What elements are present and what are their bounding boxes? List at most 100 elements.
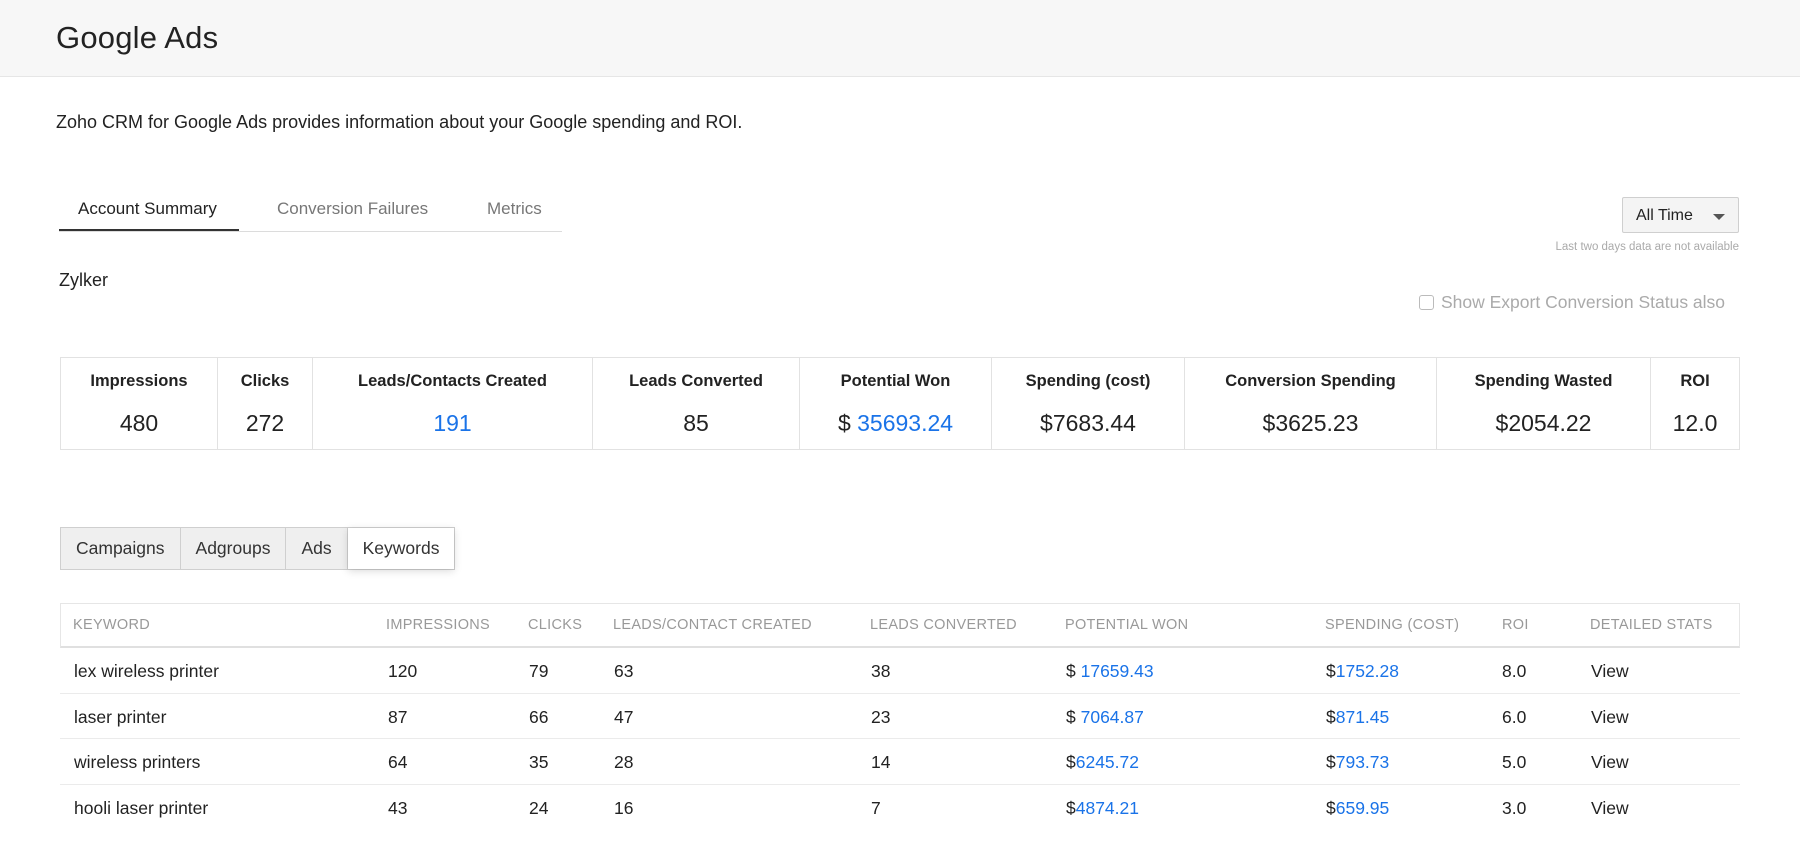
cell-spending: $793.73 [1326,752,1389,773]
currency-symbol: $ [1066,661,1081,681]
cell-spending: $871.45 [1326,707,1389,728]
potential-won-link[interactable]: 17659.43 [1080,661,1154,681]
cell-roi: 6.0 [1502,706,1527,727]
currency-symbol: $ [1066,797,1076,818]
spending-link[interactable]: 871.45 [1335,706,1390,727]
chevron-down-icon [1713,214,1725,220]
potential-won-link[interactable]: 35693.24 [857,410,954,436]
stat-label: Leads/Contacts Created [358,372,547,390]
stat-roi: ROI 12.0 [1651,358,1739,449]
app-header: Google Ads [0,0,1800,77]
stat-value: 480 [119,410,159,436]
cell-roi: 5.0 [1502,752,1527,772]
cell-converted: 23 [871,706,891,727]
stat-label: Conversion Spending [1225,372,1396,390]
column-header-impressions: IMPRESSIONS [386,617,491,633]
currency-symbol: $ [1066,752,1076,772]
cell-keyword: lex wireless printer [74,661,219,681]
cell-impressions: 64 [388,752,408,772]
stat-clicks: Clicks 272 [218,358,313,449]
cell-leads-link[interactable]: 63 [614,661,634,681]
tab-keywords[interactable]: Keywords [347,528,455,569]
column-header-leads-converted: LEADS CONVERTED [870,617,1017,633]
stat-leads-contacts-created: Leads/Contacts Created 191 [313,358,593,449]
cell-potential-won: $6245.72 [1066,752,1139,773]
view-stats-link[interactable]: View [1591,797,1629,818]
cell-clicks: 24 [529,797,549,818]
view-stats-link[interactable]: View [1591,661,1629,681]
cell-impressions: 87 [388,706,408,727]
view-stats-link[interactable]: View [1591,706,1629,727]
cell-potential-won: $ 17659.43 [1066,661,1154,682]
spending-link[interactable]: 793.73 [1335,752,1390,772]
column-header-potential-won: POTENTIAL WON [1065,617,1189,633]
currency-symbol: $ [1066,706,1081,727]
export-conversion-toggle[interactable]: Show Export Conversion Status also [1419,292,1725,313]
cell-clicks: 79 [529,661,549,681]
stat-potential-won: Potential Won $ 35693.24 [800,358,992,449]
cell-roi: 8.0 [1502,661,1527,681]
stat-value: $2054.22 [1495,410,1592,436]
potential-won-link[interactable]: 6245.72 [1075,752,1139,772]
tab-ads[interactable]: Ads [286,528,348,569]
stat-label: Potential Won [840,372,951,390]
cell-roi: 3.0 [1502,797,1527,818]
cell-converted: 14 [871,752,891,772]
stat-label: Clicks [240,372,290,390]
cell-clicks: 35 [529,752,549,772]
stat-value: 85 [683,410,709,436]
tab-account-summary[interactable]: Account Summary [78,199,217,218]
spending-link[interactable]: 659.95 [1335,797,1390,818]
spending-link[interactable]: 1752.28 [1335,661,1399,681]
table-row: lex wireless printer 120 79 63 38 $ 1765… [60,648,1740,694]
cell-leads-link[interactable]: 28 [614,752,634,772]
export-conversion-label: Show Export Conversion Status also [1441,292,1726,312]
time-range-dropdown[interactable]: All Time [1622,197,1739,233]
column-header-spending: SPENDING (COST) [1325,617,1460,633]
cell-clicks: 66 [529,706,549,727]
export-conversion-checkbox[interactable] [1419,295,1434,310]
stat-value: 272 [245,410,285,436]
stat-value: 12.0 [1672,410,1718,436]
active-tab-indicator [59,229,239,231]
cell-spending: $1752.28 [1326,661,1399,682]
cell-leads-link[interactable]: 16 [614,797,634,818]
stat-label: Spending Wasted [1474,372,1613,390]
currency-symbol: $ [1326,752,1336,772]
stat-conversion-spending: Conversion Spending $3625.23 [1185,358,1437,449]
table-row: wireless printers 64 35 28 14 $6245.72 $… [60,739,1740,785]
cell-impressions: 120 [388,661,418,681]
column-header-detailed-stats: DETAILED STATS [1590,617,1713,633]
report-level-tabs: Campaigns Adgroups Ads Keywords [60,527,456,570]
stat-leads-converted: Leads Converted 85 [593,358,800,449]
potential-won-link[interactable]: 7064.87 [1080,706,1144,727]
tab-adgroups[interactable]: Adgroups [180,528,287,569]
cell-converted: 7 [871,797,881,818]
view-stats-link[interactable]: View [1591,752,1629,772]
tab-metrics[interactable]: Metrics [487,199,542,218]
data-availability-note: Last two days data are not available [1555,241,1739,253]
tab-conversion-failures[interactable]: Conversion Failures [277,199,429,218]
page-description: Zoho CRM for Google Ads provides informa… [56,112,743,132]
stat-label: Leads Converted [629,372,763,390]
app-title: Google Ads [56,20,219,55]
potential-won-link[interactable]: 4874.21 [1075,797,1139,818]
stat-label: ROI [1680,372,1710,390]
stat-value: $7683.44 [1040,410,1136,436]
tab-campaigns[interactable]: Campaigns [61,528,181,569]
account-name: Zylker [59,270,108,290]
currency-symbol: $ [837,410,851,436]
cell-leads-link[interactable]: 47 [614,706,634,727]
account-summary-stats: Impressions 480 Clicks 272 Leads/Contact… [60,357,1740,450]
cell-keyword: laser printer [74,706,167,727]
keywords-table: KEYWORD IMPRESSIONS CLICKS LEADS/CONTACT… [60,603,1740,830]
time-range-value: All Time [1636,207,1693,224]
cell-potential-won: $ 7064.87 [1066,707,1144,728]
leads-created-link[interactable]: 191 [433,410,472,436]
column-header-leads-created: LEADS/CONTACT CREATED [613,617,812,633]
cell-converted: 38 [871,661,891,681]
stat-value: $ 35693.24 [800,410,991,437]
cell-keyword: hooli laser printer [74,797,209,818]
column-header-keyword: KEYWORD [73,617,151,633]
column-header-roi: ROI [1502,617,1529,633]
